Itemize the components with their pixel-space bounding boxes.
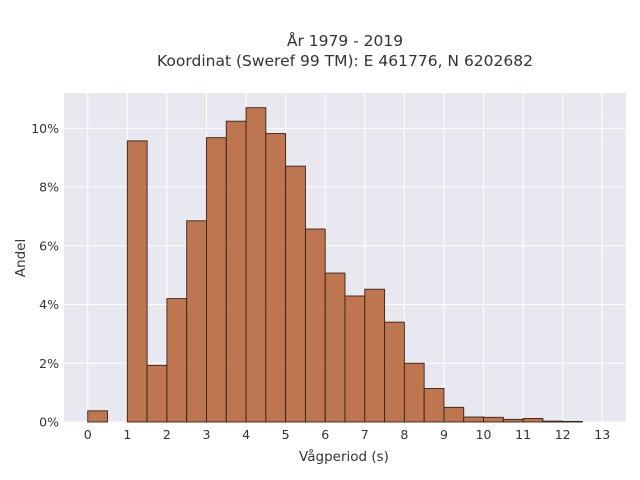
x-tick-label: 10	[476, 427, 492, 442]
histogram-bar	[146, 364, 168, 423]
x-tick-label: 6	[321, 427, 329, 442]
histogram-bar	[443, 406, 465, 423]
x-axis-label: Vågperiod (s)	[299, 448, 389, 465]
histogram-bar	[285, 165, 306, 423]
y-tick-label: 0%	[39, 415, 59, 430]
histogram-bar	[245, 107, 267, 423]
y-tick-label: 6%	[39, 238, 59, 253]
histogram-bar	[562, 420, 583, 423]
y-tick-label: 10%	[31, 121, 59, 136]
chart-title-line1: År 1979 - 2019	[287, 31, 403, 50]
histogram-bar	[304, 228, 326, 423]
histogram-bar	[265, 133, 287, 423]
x-tick-label: 3	[203, 427, 211, 442]
x-tick-label: 7	[361, 427, 369, 442]
x-tick-label: 9	[440, 427, 448, 442]
histogram-bar	[166, 298, 188, 423]
y-tick-label: 8%	[39, 180, 59, 195]
x-tick-label: 1	[123, 427, 131, 442]
x-axis-ticks: 0 1 2 3 4 5 6 7 8 9 10 11 12 13	[84, 427, 610, 442]
histogram-bar	[483, 416, 504, 423]
histogram-bar	[542, 420, 564, 423]
x-tick-label: 13	[594, 427, 610, 442]
x-tick-label: 0	[84, 427, 92, 442]
histogram-bar	[522, 418, 544, 423]
x-tick-label: 5	[282, 427, 290, 442]
histogram-bar	[384, 321, 405, 423]
histogram-bar	[186, 220, 207, 423]
bars	[87, 107, 583, 423]
x-tick-label: 8	[400, 427, 408, 442]
y-tick-label: 2%	[39, 356, 59, 371]
histogram-bar	[403, 362, 425, 423]
chart-title-line2: Koordinat (Sweref 99 TM): E 461776, N 62…	[157, 52, 533, 70]
histogram-bar	[324, 272, 346, 423]
x-tick-label: 4	[242, 427, 250, 442]
y-axis-label: Andel	[13, 239, 29, 277]
histogram-bar	[502, 418, 524, 423]
x-tick-label: 2	[163, 427, 171, 442]
histogram-bar	[225, 120, 247, 423]
histogram-bar	[206, 137, 227, 423]
histogram-bar	[423, 388, 445, 423]
histogram-bar	[463, 416, 484, 423]
histogram-bar	[344, 295, 366, 423]
histogram-bar	[87, 410, 108, 423]
x-tick-label: 12	[555, 427, 571, 442]
histogram-bar	[364, 288, 386, 423]
x-tick-label: 11	[515, 427, 531, 442]
y-axis-ticks: 0% 2% 4% 6% 8% 10%	[31, 121, 59, 430]
histogram-bar	[126, 140, 148, 423]
y-tick-label: 4%	[39, 297, 59, 312]
